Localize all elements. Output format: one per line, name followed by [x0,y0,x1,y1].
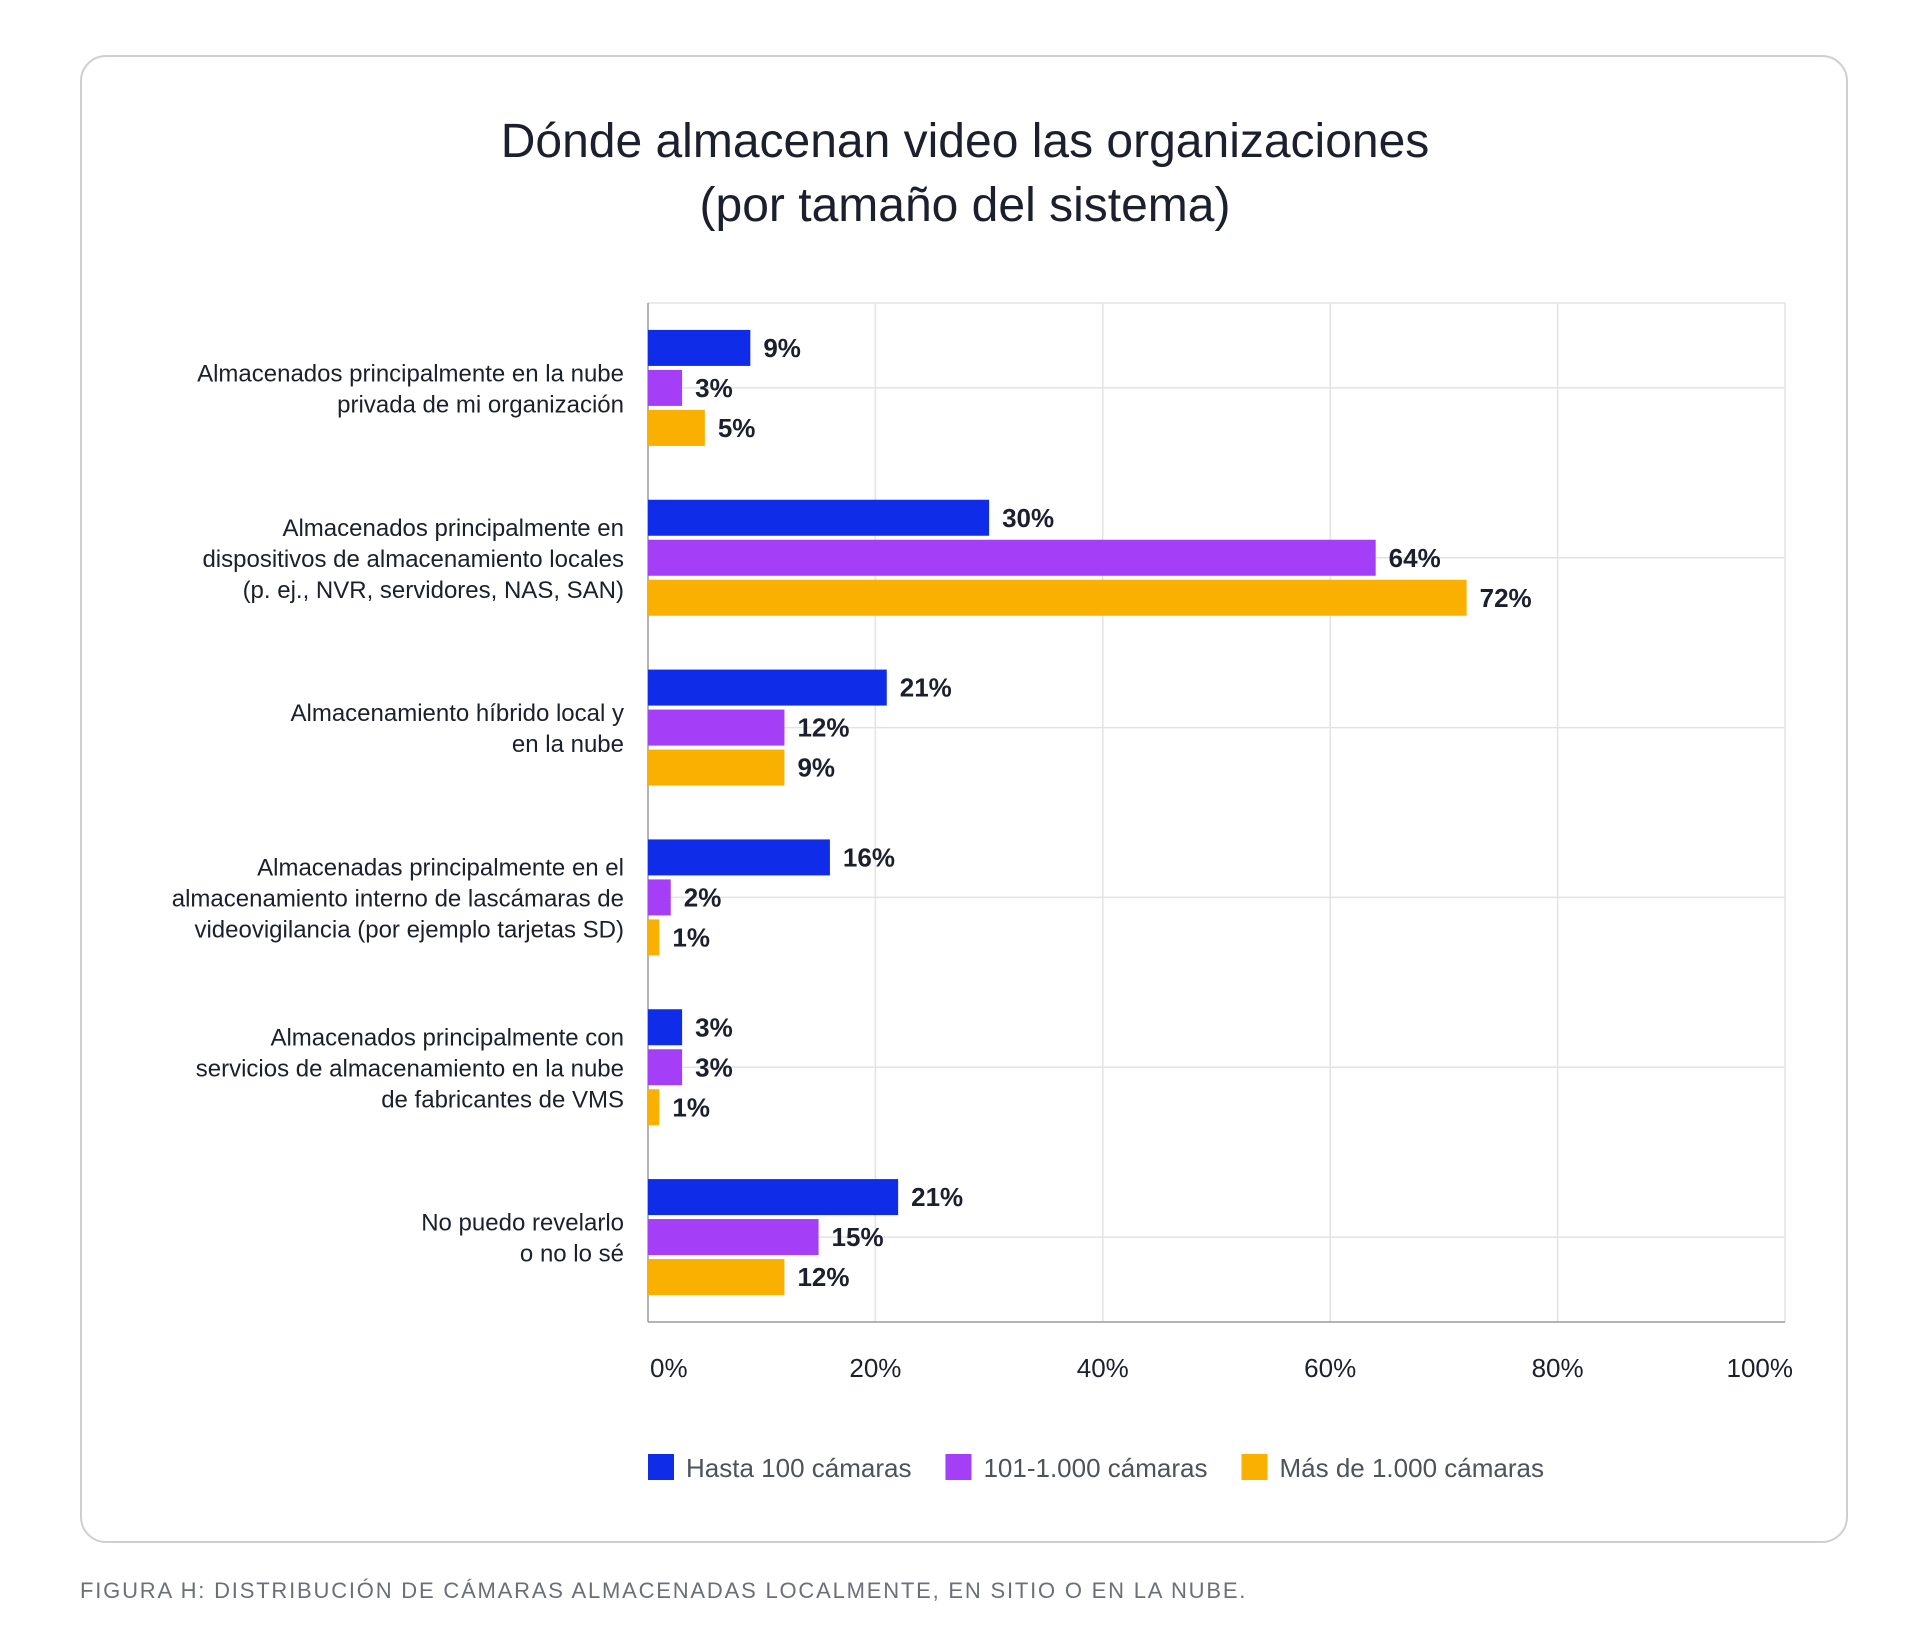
data-label: 3% [695,1012,733,1042]
bar [648,499,990,536]
data-label: 21% [911,1182,963,1212]
data-label: 64% [1389,543,1441,573]
data-label: 5% [718,413,756,443]
chart-title: Dónde almacenan video las organizaciones [501,115,1430,168]
category-label: Almacenados principalmente con [270,1024,624,1051]
data-label: 12% [797,1262,849,1292]
bar [648,369,683,406]
chart-title: (por tamaño del sistema) [700,179,1231,232]
bar [648,839,830,876]
category-label: de fabricantes de VMS [381,1086,624,1113]
bar [648,709,785,746]
data-label: 2% [684,882,722,912]
bar [648,579,1467,616]
bar [648,669,887,706]
legend-label: 101-1.000 cámaras [983,1453,1207,1483]
legend-label: Hasta 100 cámaras [686,1453,911,1483]
legend-swatch [945,1454,972,1480]
bar [648,1009,683,1046]
category-label: almacenamiento interno de lascámaras de [172,885,624,912]
bar [648,329,751,366]
data-label: 21% [900,673,952,703]
category-label: servicios de almacenamiento en la nube [196,1055,624,1082]
data-label: 30% [1002,503,1054,533]
category-label: o no lo sé [520,1241,624,1268]
bar [648,919,660,956]
x-tick-label: 0% [650,1353,688,1383]
bar [648,1089,660,1126]
bar [648,1259,785,1296]
data-label: 1% [672,922,710,952]
bar [648,409,705,446]
category-label: Almacenadas principalmente en el [257,854,624,881]
data-label: 72% [1480,583,1532,613]
category-label: Almacenados principalmente en la nube [197,360,624,387]
category-label: privada de mi organización [337,391,624,418]
data-label: 3% [695,1052,733,1082]
legend-swatch [1241,1454,1268,1480]
category-label: en la nube [512,731,624,758]
bar [648,1049,683,1086]
data-label: 9% [797,753,835,783]
bar [648,1219,819,1256]
category-label: No puedo revelarlo [421,1210,624,1237]
category-label: Almacenados principalmente en [282,515,624,542]
data-label: 15% [832,1222,884,1252]
category-label: Almacenamiento híbrido local y [290,700,624,727]
legend-label: Más de 1.000 cámaras [1279,1453,1543,1483]
bar [648,749,785,786]
x-tick-label: 100% [1727,1353,1794,1383]
category-label: dispositivos de almacenamiento locales [202,546,624,573]
data-label: 3% [695,373,733,403]
category-label: videovigilancia (por ejemplo tarjetas SD… [194,916,624,943]
legend-swatch [648,1454,674,1480]
data-label: 9% [763,333,801,363]
data-label: 12% [797,713,849,743]
x-tick-label: 80% [1532,1353,1584,1383]
data-label: 16% [843,842,895,872]
bar [648,1179,899,1216]
x-tick-label: 40% [1077,1353,1129,1383]
category-label: (p. ej., NVR, servidores, NAS, SAN) [243,577,624,604]
figure-caption: FIGURA H: DISTRIBUCIÓN DE CÁMARAS ALMACE… [80,1578,1248,1603]
bar [648,539,1376,576]
x-tick-label: 60% [1304,1353,1356,1383]
x-tick-label: 20% [849,1353,901,1383]
data-label: 1% [672,1092,710,1122]
bar [648,879,671,916]
